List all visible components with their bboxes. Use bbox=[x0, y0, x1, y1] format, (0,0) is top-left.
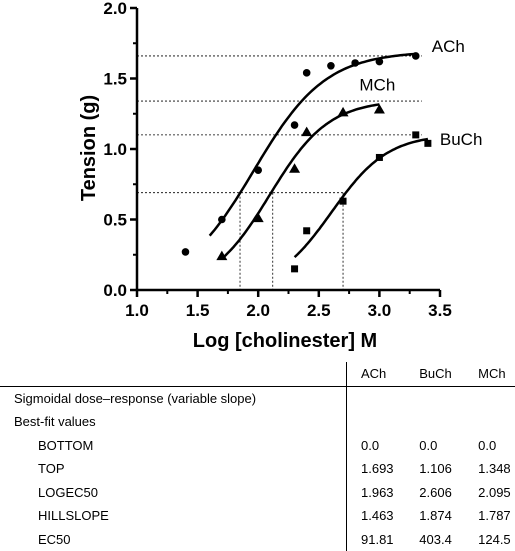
y-tick-label: 1.0 bbox=[103, 140, 127, 159]
data-point-ach bbox=[376, 58, 384, 66]
data-point-buch bbox=[412, 131, 419, 138]
cell-logec50-buch: 2.606 bbox=[397, 481, 456, 505]
data-point-buch bbox=[424, 140, 431, 147]
data-point-ach bbox=[182, 248, 190, 256]
y-tick-label: 1.5 bbox=[103, 70, 127, 89]
series-label-buch: BuCh bbox=[440, 130, 483, 149]
y-tick-label: 0.0 bbox=[103, 281, 127, 300]
table-row: LOGEC50 1.963 2.606 2.095 bbox=[0, 481, 515, 505]
table-row: HILLSLOPE 1.463 1.874 1.787 bbox=[0, 504, 515, 528]
data-point-ach bbox=[303, 69, 311, 77]
row-label-ec50: EC50 bbox=[0, 528, 347, 551]
data-point-ach bbox=[291, 121, 299, 129]
x-tick-label: 3.5 bbox=[428, 301, 452, 320]
cell-hillslope-ach: 1.463 bbox=[347, 504, 398, 528]
cell-ec50-ach: 91.81 bbox=[347, 528, 398, 551]
data-point-ach bbox=[218, 216, 226, 224]
cell-bottom-mch: 0.0 bbox=[456, 434, 515, 458]
cell-bottom-ach: 0.0 bbox=[347, 434, 398, 458]
row-label-top: TOP bbox=[0, 457, 347, 481]
x-tick-label: 2.0 bbox=[246, 301, 270, 320]
x-tick-label: 1.0 bbox=[125, 301, 149, 320]
cell-logec50-mch: 2.095 bbox=[456, 481, 515, 505]
x-tick-label: 1.5 bbox=[186, 301, 210, 320]
table-corner bbox=[0, 362, 347, 386]
x-axis-title: Log [cholinester] M bbox=[193, 330, 377, 352]
data-point-ach bbox=[254, 166, 262, 174]
table-row: BOTTOM 0.0 0.0 0.0 bbox=[0, 434, 515, 458]
column-header-buch: BuCh bbox=[397, 362, 456, 386]
row-label-hillslope: HILLSLOPE bbox=[0, 504, 347, 528]
y-tick-label: 0.5 bbox=[103, 211, 127, 230]
data-point-mch bbox=[301, 127, 312, 137]
axes: 1.0 1.5 2.0 2.5 3.0 3.5 0.0 0.5 1.0 1.5 2.0 bbox=[103, 0, 451, 320]
model-title: Sigmoidal dose–response (variable slope) bbox=[0, 386, 347, 410]
row-label-logec50: LOGEC50 bbox=[0, 481, 347, 505]
cell-bottom-buch: 0.0 bbox=[397, 434, 456, 458]
cell-ec50-buch: 403.4 bbox=[397, 528, 456, 551]
data-point-ach bbox=[327, 62, 335, 70]
fit-curve-buch bbox=[295, 139, 428, 257]
data-point-ach bbox=[412, 52, 420, 60]
section-label: Best-fit values bbox=[0, 410, 347, 434]
data-point-buch bbox=[376, 154, 383, 161]
data-point-ach bbox=[351, 59, 359, 67]
series-label-ach: ACh bbox=[432, 37, 465, 56]
row-label-bottom: BOTTOM bbox=[0, 434, 347, 458]
data-point-buch bbox=[291, 265, 298, 272]
table-header-row: ACh BuCh MCh bbox=[0, 362, 515, 386]
series-labels: ACh MCh BuCh bbox=[359, 37, 482, 149]
y-axis-title: Tension (g) bbox=[78, 95, 100, 201]
best-fit-table: ACh BuCh MCh Sigmoidal dose–response (va… bbox=[0, 362, 515, 551]
dose-response-chart: 1.0 1.5 2.0 2.5 3.0 3.5 0.0 0.5 1.0 1.5 2.0 ACh MCh… bbox=[0, 0, 515, 360]
column-header-mch: MCh bbox=[456, 362, 515, 386]
table-section-row: Best-fit values bbox=[0, 410, 515, 434]
x-tick-label: 3.0 bbox=[368, 301, 392, 320]
cell-logec50-ach: 1.963 bbox=[347, 481, 398, 505]
cell-hillslope-mch: 1.787 bbox=[456, 504, 515, 528]
series-label-mch: MCh bbox=[359, 75, 395, 94]
cell-hillslope-buch: 1.874 bbox=[397, 504, 456, 528]
cell-top-buch: 1.106 bbox=[397, 457, 456, 481]
x-tick-label: 2.5 bbox=[307, 301, 331, 320]
column-header-ach: ACh bbox=[347, 362, 398, 386]
data-point-buch bbox=[340, 198, 347, 205]
y-tick-label: 2.0 bbox=[103, 0, 127, 18]
data-point-buch bbox=[303, 227, 310, 234]
cell-top-ach: 1.693 bbox=[347, 457, 398, 481]
table-title-row: Sigmoidal dose–response (variable slope) bbox=[0, 386, 515, 410]
table-row: EC50 91.81 403.4 124.5 bbox=[0, 528, 515, 551]
cell-ec50-mch: 124.5 bbox=[456, 528, 515, 551]
table-row: TOP 1.693 1.106 1.348 bbox=[0, 457, 515, 481]
cell-top-mch: 1.348 bbox=[456, 457, 515, 481]
